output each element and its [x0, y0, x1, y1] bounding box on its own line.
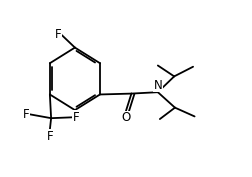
- Text: O: O: [121, 111, 130, 124]
- Text: F: F: [72, 111, 79, 124]
- Text: F: F: [46, 130, 53, 143]
- Text: F: F: [23, 108, 30, 121]
- Text: N: N: [153, 79, 162, 92]
- Text: F: F: [54, 28, 61, 41]
